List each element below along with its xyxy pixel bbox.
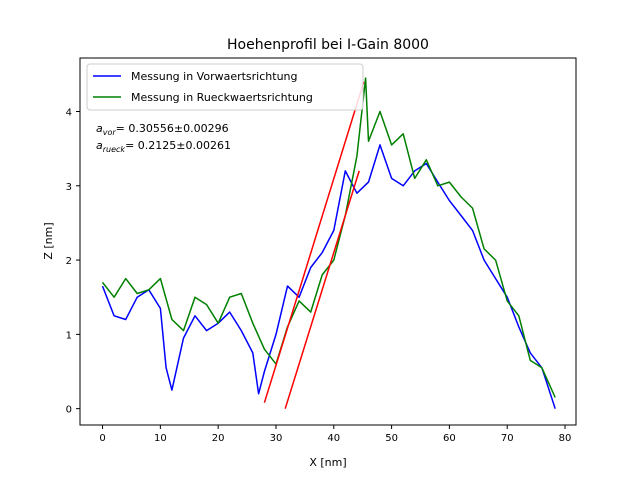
fit-line-backward [284,170,360,409]
annotation-a-rueck: arueck= 0.2125±0.00261 [96,139,231,154]
legend-box [86,63,364,111]
annotation-a-vor-subscript: vor [103,128,117,137]
annotation-a-vor: avor= 0.30556±0.00296 [96,122,229,137]
y-tick-label: 1 [66,330,72,341]
y-tick-label: 0 [66,405,72,416]
x-tick-label: 40 [327,433,340,444]
y-tick-label: 2 [66,256,72,267]
y-tick-label: 4 [66,107,72,118]
x-tick-label: 30 [270,433,283,444]
x-tick-label: 70 [501,433,514,444]
x-tick-label: 80 [559,433,572,444]
x-axis-label: X [nm] [309,456,346,469]
axis-ticks: 0 10 20 30 40 50 60 70 80 0 1 2 3 4 [66,107,572,444]
series-backward-line [101,77,556,398]
y-tick-label: 3 [66,182,72,193]
legend-label-forward: Messung in Vorwaertsrichtung [131,70,298,83]
plot-area [101,77,556,409]
axes-frame [79,57,577,426]
annotation-a-vor-value: = 0.30556±0.00296 [116,122,229,135]
annotation-a-rueck-subscript: rueck [103,145,126,154]
x-tick-label: 60 [443,433,456,444]
fit-line-forward [263,81,365,403]
x-tick-label: 50 [385,433,398,444]
legend-label-backward: Messung in Rueckwaertsrichtung [131,91,313,104]
x-tick-label: 10 [154,433,167,444]
chart-title: Hoehenprofil bei I-Gain 8000 [227,37,429,53]
x-tick-label: 0 [99,433,105,444]
annotation-a-rueck-value: = 0.2125±0.00261 [125,139,231,152]
legend: Messung in Vorwaertsrichtung Messung in … [86,63,364,111]
annotation-a-rueck-symbol: a [96,139,103,152]
x-tick-label: 20 [212,433,225,444]
annotation-a-vor-symbol: a [96,122,103,135]
y-axis-label: Z [nm] [42,222,55,259]
series-forward-line [101,144,556,409]
